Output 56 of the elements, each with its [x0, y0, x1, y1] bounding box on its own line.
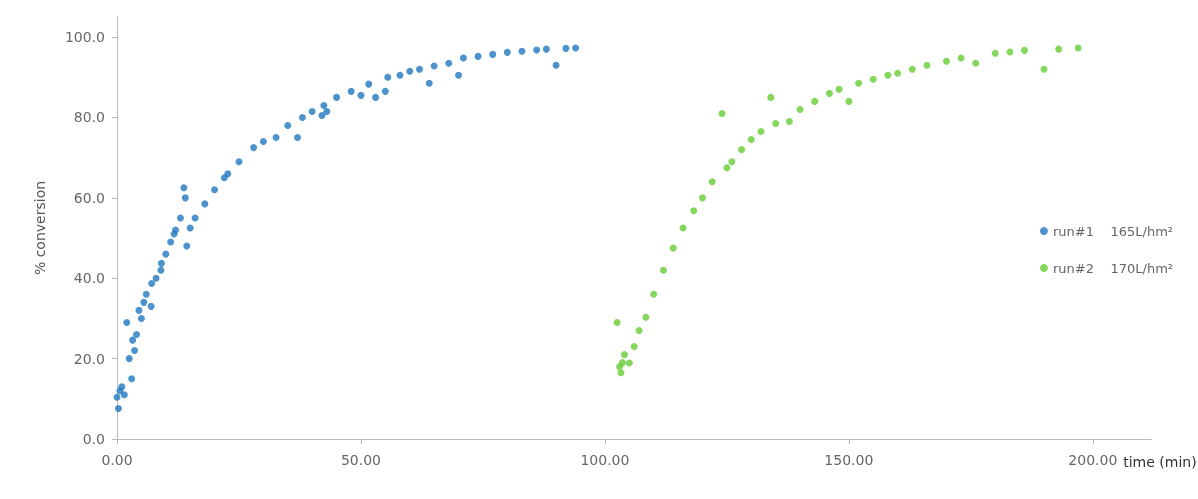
point	[690, 207, 698, 215]
point	[869, 75, 877, 83]
point	[1021, 46, 1029, 54]
point	[785, 118, 793, 125]
point	[728, 158, 736, 166]
point	[825, 89, 833, 97]
point	[708, 178, 716, 186]
y-tick-label: 80.0	[73, 109, 105, 126]
point	[613, 318, 621, 326]
y-tick-label: 0.0	[82, 431, 105, 447]
point	[635, 326, 643, 334]
x-tick-label: 0.00	[101, 452, 133, 468]
point	[650, 290, 658, 298]
point	[669, 244, 677, 252]
point	[942, 57, 950, 65]
point	[659, 266, 667, 274]
point	[767, 93, 775, 101]
x-tick-label: 150.00	[824, 452, 874, 468]
point	[884, 71, 892, 79]
point	[642, 313, 650, 321]
point	[855, 79, 863, 87]
point	[723, 164, 731, 172]
legend-label: run#1 165L/hm²	[1052, 223, 1174, 239]
point	[923, 61, 931, 69]
point	[991, 49, 999, 57]
point	[618, 359, 626, 367]
point	[699, 194, 706, 202]
y-axis-title: % conversion	[32, 180, 48, 276]
point	[972, 59, 980, 67]
point	[845, 97, 853, 105]
point	[620, 351, 628, 359]
y-tick-label: 40.0	[73, 270, 105, 287]
point	[908, 65, 916, 73]
point	[1074, 44, 1082, 52]
x-tick-label: 200.00	[1068, 452, 1118, 468]
y-tick-label: 100.0	[64, 29, 105, 46]
point	[625, 359, 633, 367]
point	[738, 146, 746, 154]
x-tick-label: 100.00	[580, 452, 630, 468]
point	[1040, 65, 1048, 73]
point	[718, 109, 726, 117]
point	[757, 128, 765, 136]
point	[1055, 45, 1063, 53]
point	[772, 120, 780, 127]
legend-label: run#2 170L/hm²	[1052, 260, 1174, 276]
x-tick-label: 50.00	[340, 452, 381, 468]
point	[811, 97, 819, 105]
point	[630, 343, 638, 351]
point	[835, 85, 843, 93]
point	[747, 136, 755, 144]
x-axis-title: time (min)	[1123, 454, 1197, 470]
y-tick-label: 20.0	[73, 350, 105, 367]
point	[617, 369, 625, 377]
point	[894, 69, 902, 77]
point	[796, 105, 804, 113]
y-tick-label: 60.0	[73, 189, 105, 206]
